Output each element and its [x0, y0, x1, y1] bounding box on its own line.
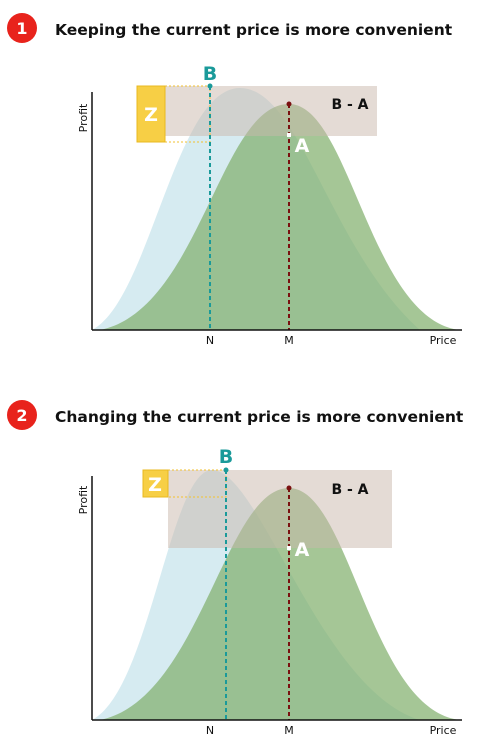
a-label: A	[295, 135, 310, 157]
b-minus-a-box	[165, 86, 377, 136]
m-label: M	[284, 334, 294, 347]
b-minus-a-label: B - A	[331, 482, 368, 498]
number-badge	[7, 400, 37, 430]
peak-dot	[286, 485, 292, 491]
y-axis-label: Profit	[77, 485, 90, 514]
b-label: B	[219, 446, 233, 468]
z-label: Z	[148, 474, 162, 496]
panel-title: Changing the current price is more conve…	[55, 408, 464, 426]
x-axis-label: Price	[430, 724, 457, 737]
n-label: N	[206, 724, 214, 737]
m-label: M	[284, 724, 294, 737]
a-marker	[287, 546, 291, 550]
panel-2: 2 Changing the current price is more con…	[7, 400, 464, 737]
curve-a	[100, 104, 460, 330]
panel-1: 1 Keeping the current price is more conv…	[7, 13, 462, 347]
x-axis-label: Price	[430, 334, 457, 347]
z-label: Z	[144, 104, 158, 126]
panel-number: 2	[16, 406, 27, 425]
a-marker	[287, 133, 291, 137]
n-label: N	[206, 334, 214, 347]
curve-a	[100, 488, 460, 720]
b-minus-a-label: B - A	[331, 97, 368, 113]
b-dot	[207, 83, 213, 89]
panel-title: Keeping the current price is more conven…	[55, 21, 453, 39]
z-box	[142, 469, 169, 498]
y-axis-label: Profit	[77, 103, 90, 132]
a-label: A	[295, 539, 310, 561]
b-label: B	[203, 63, 217, 85]
b-minus-a-box	[168, 470, 392, 548]
number-badge	[7, 13, 37, 43]
peak-dot	[286, 101, 292, 107]
b-dot	[223, 467, 229, 473]
z-box	[136, 85, 166, 143]
panel-number: 1	[16, 19, 27, 38]
